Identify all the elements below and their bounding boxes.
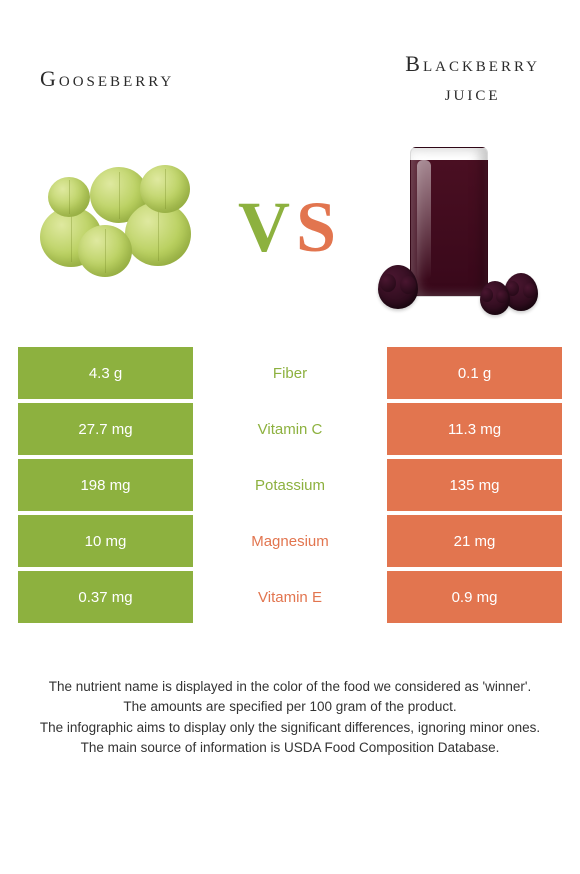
blackberry-juice-image xyxy=(370,137,550,317)
footnote-line: The nutrient name is displayed in the co… xyxy=(20,677,560,697)
title-right: Blackberryjuice xyxy=(405,50,540,107)
table-row: 27.7 mgVitamin C11.3 mg xyxy=(18,403,562,455)
nutrient-name: Vitamin C xyxy=(193,403,387,455)
table-row: 10 mgMagnesium21 mg xyxy=(18,515,562,567)
vs-label: VS xyxy=(238,186,342,269)
gooseberry-image xyxy=(30,137,210,317)
table-row: 4.3 gFiber0.1 g xyxy=(18,347,562,399)
vs-v: V xyxy=(238,187,296,267)
left-value: 0.37 mg xyxy=(18,571,193,623)
blackberry-icon xyxy=(504,273,538,311)
right-value: 0.1 g xyxy=(387,347,562,399)
footnotes: The nutrient name is displayed in the co… xyxy=(0,627,580,758)
header: Gooseberry Blackberryjuice xyxy=(0,0,580,127)
right-value: 0.9 mg xyxy=(387,571,562,623)
nutrient-name: Fiber xyxy=(193,347,387,399)
nutrient-name: Potassium xyxy=(193,459,387,511)
nutrient-name: Vitamin E xyxy=(193,571,387,623)
left-value: 27.7 mg xyxy=(18,403,193,455)
left-value: 10 mg xyxy=(18,515,193,567)
blackberry-icon xyxy=(378,265,418,309)
left-value: 4.3 g xyxy=(18,347,193,399)
nutrient-name: Magnesium xyxy=(193,515,387,567)
nutrient-table: 4.3 gFiber0.1 g27.7 mgVitamin C11.3 mg19… xyxy=(0,347,580,623)
juice-glass-icon xyxy=(410,147,488,297)
title-left: Gooseberry xyxy=(40,66,174,92)
vs-s: S xyxy=(296,187,342,267)
left-value: 198 mg xyxy=(18,459,193,511)
right-value: 11.3 mg xyxy=(387,403,562,455)
footnote-line: The infographic aims to display only the… xyxy=(20,718,560,738)
table-row: 198 mgPotassium135 mg xyxy=(18,459,562,511)
table-row: 0.37 mgVitamin E0.9 mg xyxy=(18,571,562,623)
hero-row: VS xyxy=(0,127,580,347)
right-value: 21 mg xyxy=(387,515,562,567)
footnote-line: The amounts are specified per 100 gram o… xyxy=(20,697,560,717)
blackberry-icon xyxy=(480,281,510,315)
footnote-line: The main source of information is USDA F… xyxy=(20,738,560,758)
right-value: 135 mg xyxy=(387,459,562,511)
